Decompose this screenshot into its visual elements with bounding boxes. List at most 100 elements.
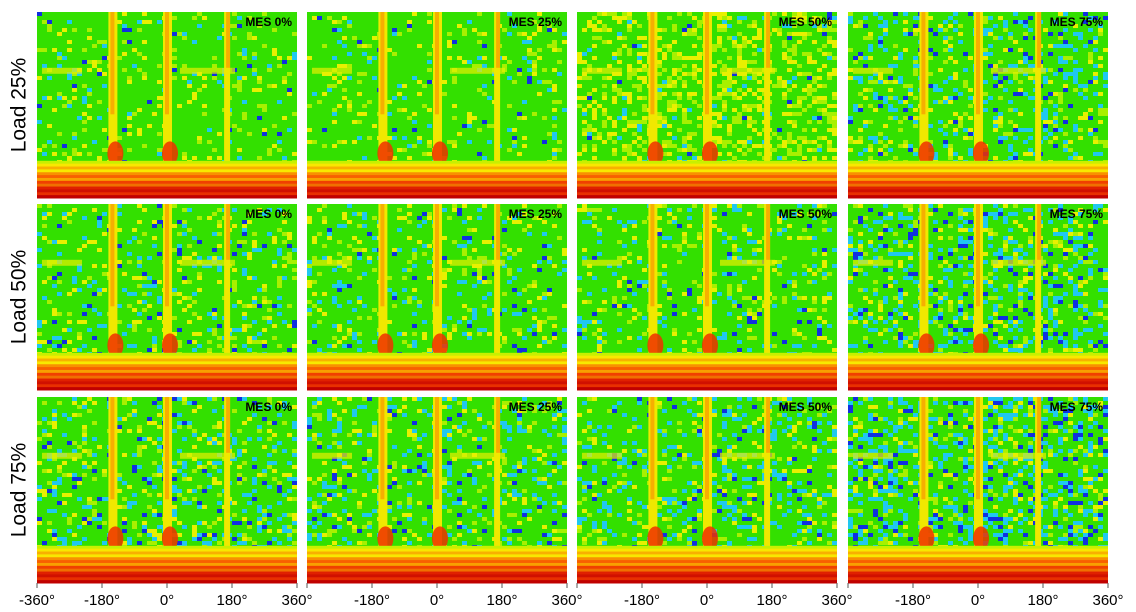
texture-cell (467, 116, 472, 120)
texture-cell (157, 473, 162, 477)
texture-cell (387, 48, 392, 52)
texture-cell (82, 441, 87, 445)
texture-cell (642, 116, 647, 120)
texture-cell (812, 236, 817, 240)
texture-cell (182, 220, 187, 224)
texture-cell (993, 76, 998, 80)
texture-cell (637, 88, 642, 92)
texture-cell (863, 216, 868, 220)
texture-cell (993, 332, 998, 336)
texture-cell (287, 525, 292, 529)
texture-cell (812, 264, 817, 268)
texture-cell (1013, 272, 1018, 276)
texture-cell (908, 32, 913, 36)
texture-cell (157, 132, 162, 136)
texture-cell (292, 541, 297, 545)
texture-cell (332, 433, 337, 437)
texture-cell (47, 489, 52, 493)
texture-cell (542, 232, 547, 236)
texture-cell (637, 336, 642, 340)
texture-cell (117, 429, 122, 433)
texture-cell (587, 96, 592, 100)
texture-cell (637, 56, 642, 60)
texture-cell (868, 208, 873, 212)
texture-cell (682, 84, 687, 88)
texture-cell (1048, 120, 1053, 124)
texture-cell (677, 156, 682, 160)
texture-cell (898, 332, 903, 336)
texture-cell (92, 280, 97, 284)
texture-cell (47, 348, 52, 352)
texture-cell (72, 208, 77, 212)
texture-cell (792, 44, 797, 48)
texture-cell (888, 316, 893, 320)
texture-cell (1083, 260, 1088, 264)
texture-cell (37, 461, 42, 465)
texture-cell (1073, 72, 1078, 76)
texture-cell (667, 76, 672, 80)
texture-cell (657, 48, 662, 52)
texture-band (37, 181, 297, 184)
texture-cell (697, 300, 702, 304)
texture-cell (958, 40, 963, 44)
texture-cell (1003, 136, 1008, 140)
texture-cell (197, 24, 202, 28)
texture-cell (868, 104, 873, 108)
texture-cell (1088, 268, 1093, 272)
texture-cell (172, 469, 177, 473)
texture-cell (247, 32, 252, 36)
texture-cell (532, 280, 537, 284)
texture-cell (52, 344, 57, 348)
texture-cell (77, 541, 82, 545)
texture-cell (477, 461, 482, 465)
texture-cell (582, 128, 587, 132)
texture-cell (192, 292, 197, 296)
texture-cell (142, 144, 147, 148)
texture-cell (412, 288, 417, 292)
texture-cell (782, 92, 787, 96)
texture-cell (1028, 64, 1033, 68)
texture-cell (337, 20, 342, 24)
texture-cell (217, 36, 222, 40)
texture-cell (177, 397, 182, 401)
texture-cell (132, 501, 137, 505)
texture-cell (697, 36, 702, 40)
texture-cell (858, 308, 863, 312)
texture-cell (37, 517, 42, 521)
texture-cell (72, 132, 77, 136)
texture-cell (827, 292, 832, 296)
texture-cell (817, 324, 822, 328)
texture-band (577, 175, 837, 178)
texture-cell (667, 292, 672, 296)
texture-cell (317, 100, 322, 104)
texture-cell (562, 425, 567, 429)
texture-cell (212, 312, 217, 316)
texture-cell (903, 96, 908, 100)
texture-cell (662, 52, 667, 56)
texture-cell (848, 280, 853, 284)
texture-cell (998, 116, 1003, 120)
texture-cell (1013, 336, 1018, 340)
texture-cell (532, 308, 537, 312)
texture-cell (1023, 52, 1028, 56)
texture-cell (422, 433, 427, 437)
texture-cell (1098, 300, 1103, 304)
texture-cell (152, 401, 157, 405)
texture-cell (1058, 320, 1063, 324)
texture-cell (737, 120, 742, 124)
texture-cell (257, 88, 262, 92)
texture-band (582, 68, 622, 74)
texture-cell (517, 332, 522, 336)
texture-band (582, 260, 622, 266)
texture-cell (963, 292, 968, 296)
texture-cell (913, 332, 918, 336)
texture-cell (252, 304, 257, 308)
texture-cell (938, 256, 943, 260)
texture-cell (217, 469, 222, 473)
texture-cell (52, 144, 57, 148)
texture-cell (522, 308, 527, 312)
texture-stripe (976, 12, 980, 114)
texture-cell (727, 92, 732, 96)
texture-cell (797, 136, 802, 140)
texture-cell (442, 421, 447, 425)
